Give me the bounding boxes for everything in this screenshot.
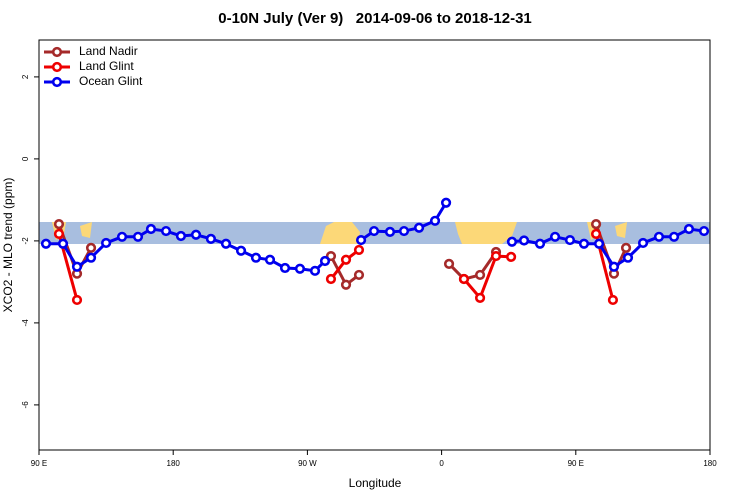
point	[474, 292, 486, 303]
point	[620, 242, 632, 253]
point	[160, 225, 172, 237]
legend-label: Land Nadir	[79, 44, 138, 58]
legend-label: Land Glint	[79, 59, 134, 73]
y-tick-label: -2	[21, 237, 30, 245]
point	[175, 230, 187, 242]
point	[590, 218, 602, 230]
x-tick-label: 90 W	[298, 459, 317, 468]
y-tick-label: 2	[21, 74, 30, 79]
point	[190, 229, 202, 240]
point	[368, 225, 380, 237]
x-tick-label: 90 E	[568, 459, 584, 468]
point	[384, 226, 396, 237]
point	[235, 245, 247, 256]
point	[458, 273, 470, 285]
x-tick-label: 0	[439, 459, 444, 468]
point	[220, 238, 232, 249]
y-tick-label: -4	[21, 319, 30, 327]
point	[549, 231, 561, 242]
point	[100, 237, 112, 249]
point	[116, 231, 128, 242]
point	[398, 225, 410, 237]
y-axis-label: XCO2 - MLO trend (ppm)	[1, 178, 15, 313]
point	[443, 258, 455, 269]
point	[353, 269, 365, 281]
point	[340, 254, 352, 265]
plot-frame	[38, 39, 711, 451]
x-tick-label: 180	[703, 459, 717, 468]
point	[57, 238, 69, 249]
point	[145, 223, 157, 235]
point	[71, 261, 83, 272]
point	[534, 238, 546, 249]
point	[564, 234, 576, 246]
point	[593, 238, 605, 249]
x-tick-label: 90 E	[31, 459, 47, 468]
point	[490, 250, 502, 262]
chart-title: 0-10N July (Ver 9) 2014-09-06 to 2018-12…	[218, 10, 532, 27]
legend-marker	[51, 46, 63, 58]
point	[637, 237, 649, 249]
land-africa	[320, 222, 360, 244]
point	[506, 236, 518, 247]
point	[71, 294, 83, 306]
point	[608, 261, 620, 272]
point	[85, 242, 97, 253]
point	[53, 228, 65, 240]
point	[279, 262, 291, 274]
point	[429, 215, 441, 226]
point	[309, 265, 321, 276]
land-america	[455, 222, 517, 244]
point	[250, 252, 262, 263]
point	[132, 231, 144, 242]
legend-label: Ocean Glint	[79, 74, 143, 88]
point	[505, 251, 517, 262]
legend-marker	[51, 76, 63, 88]
y-tick-label: -6	[21, 401, 30, 409]
point	[518, 235, 530, 246]
point	[683, 223, 695, 235]
point	[622, 252, 634, 263]
point	[294, 263, 306, 274]
point	[474, 269, 486, 281]
point	[590, 228, 602, 240]
point	[40, 238, 52, 249]
point	[340, 279, 352, 290]
point	[355, 234, 367, 246]
point	[653, 231, 665, 242]
point	[413, 222, 425, 233]
x-axis-label: Longitude	[349, 476, 402, 490]
point	[668, 231, 680, 242]
point	[205, 233, 217, 244]
x-tick-label: 180	[167, 459, 181, 468]
point	[85, 252, 97, 263]
point	[607, 294, 619, 306]
legend-marker	[51, 61, 63, 73]
point	[440, 197, 452, 208]
point	[319, 255, 331, 267]
y-tick-label: 0	[21, 156, 30, 161]
point	[325, 273, 337, 285]
point	[578, 238, 590, 249]
point	[53, 218, 65, 230]
point	[264, 254, 276, 265]
point	[698, 225, 710, 237]
point	[353, 244, 365, 256]
